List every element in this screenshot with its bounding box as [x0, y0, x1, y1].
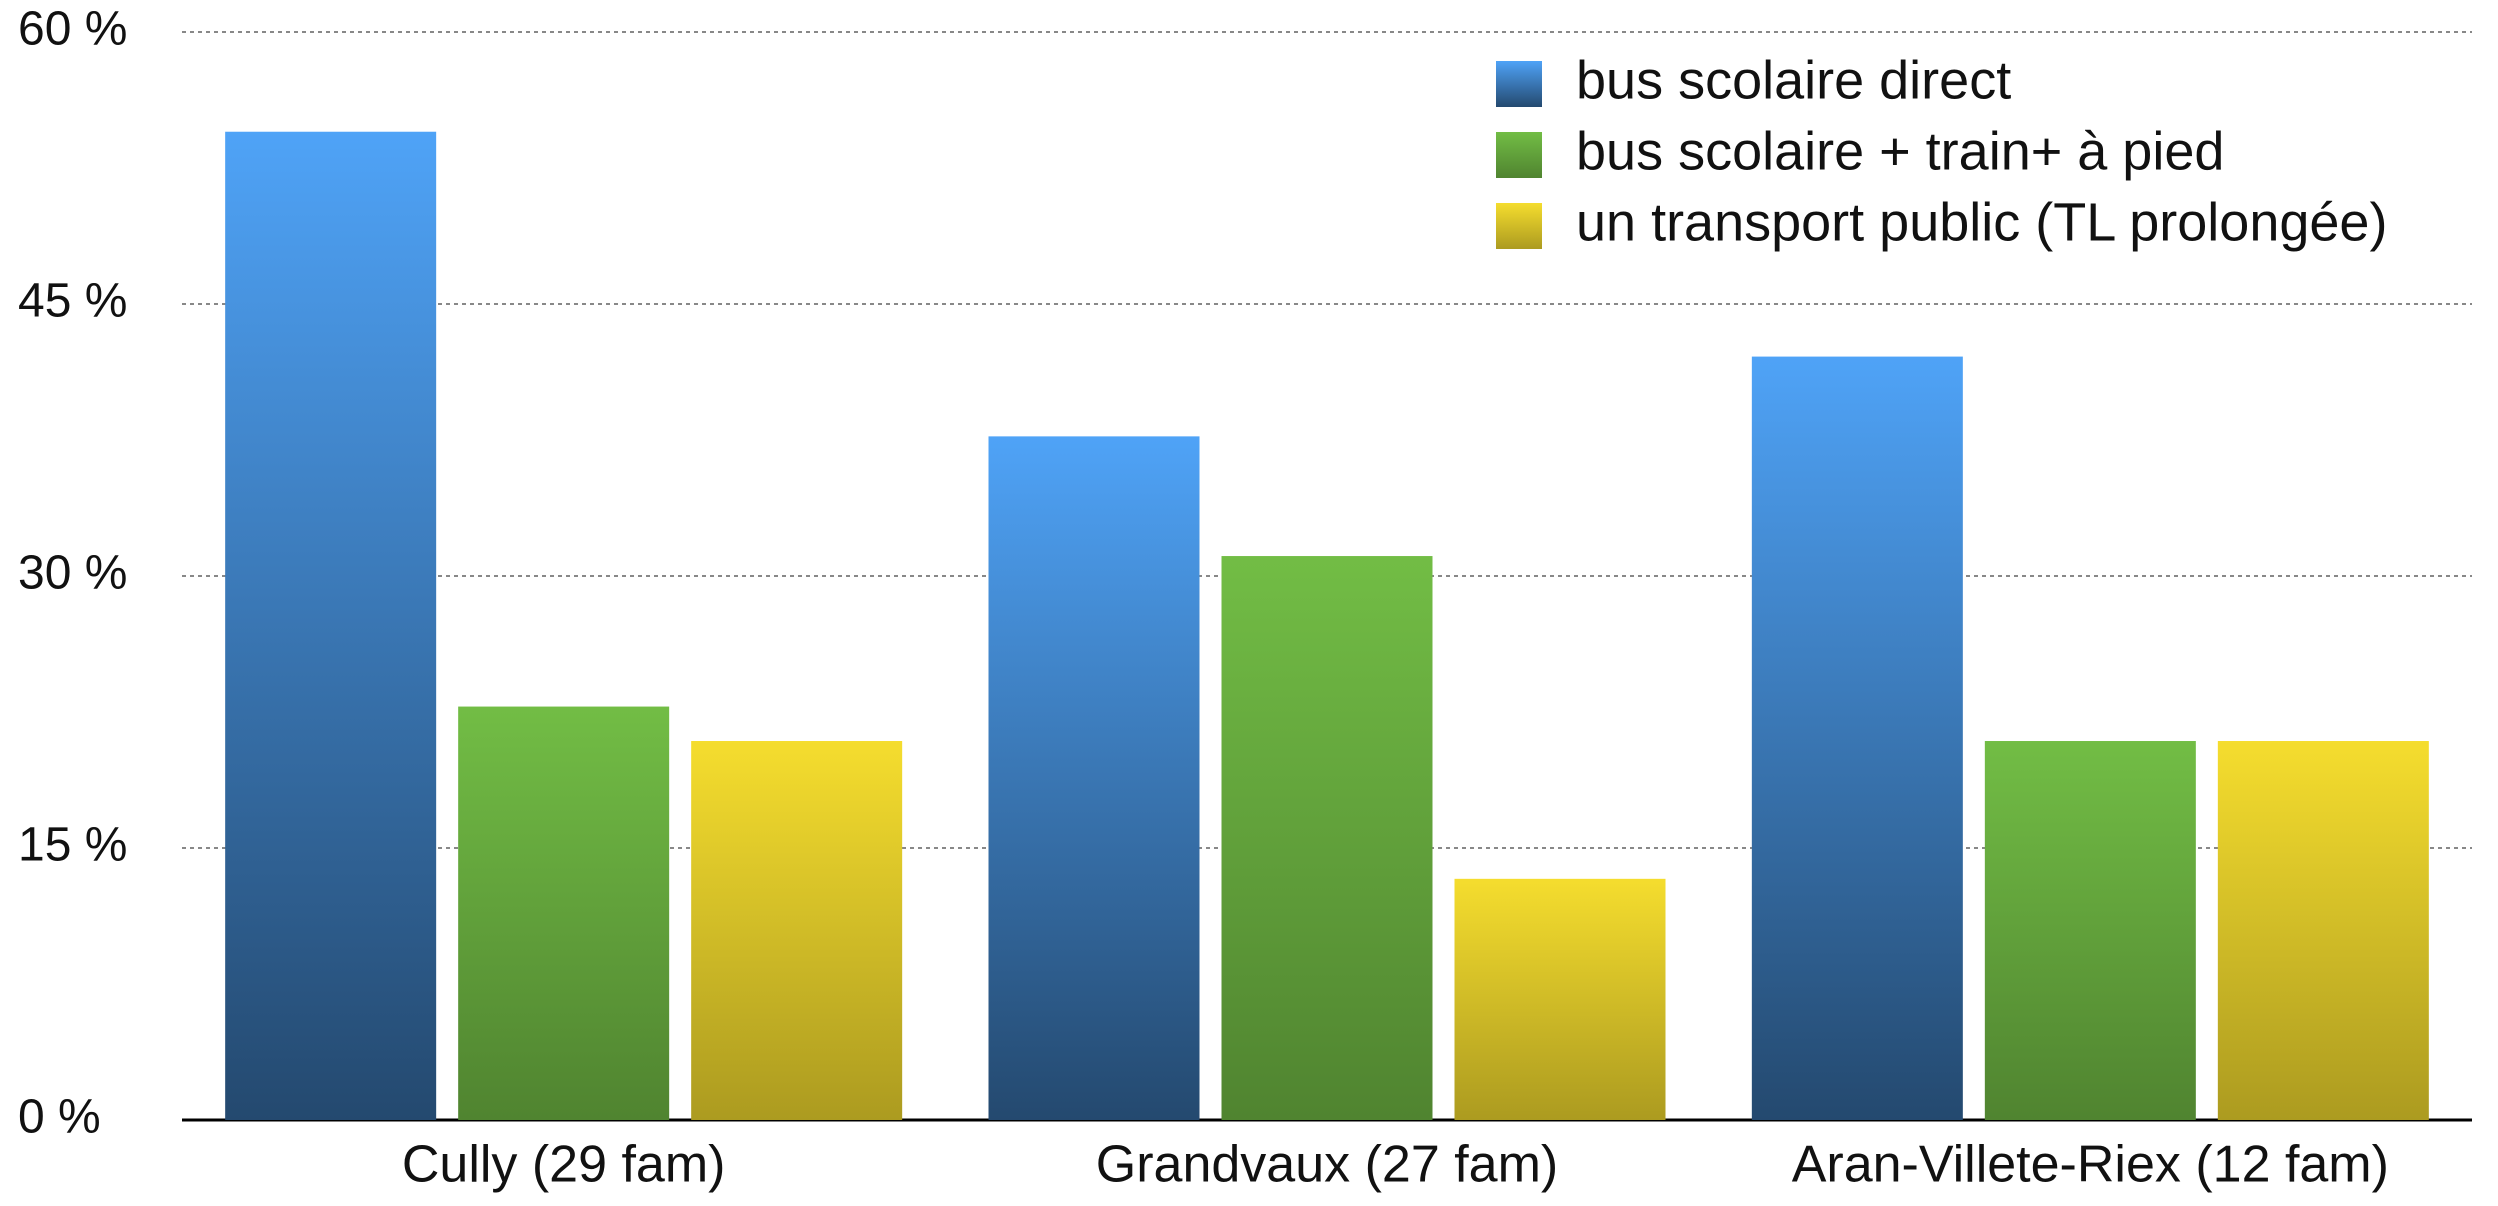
- legend-label: bus scolaire + train+ à pied: [1576, 121, 2224, 181]
- x-tick-label: Cully (29 fam): [402, 1136, 726, 1194]
- x-tick-label: Grandvaux (27 fam): [1096, 1136, 1558, 1194]
- legend-label: un transport public (TL prolongée): [1576, 192, 2387, 252]
- bar: [225, 131, 437, 1120]
- bar: [1751, 356, 1963, 1120]
- y-tick-label: 0 %: [18, 1091, 101, 1144]
- bar: [1454, 878, 1666, 1120]
- bar: [2217, 741, 2429, 1120]
- bar: [988, 436, 1200, 1121]
- legend-swatch: [1496, 132, 1542, 178]
- y-tick-label: 60 %: [18, 3, 127, 56]
- bar: [1984, 741, 2196, 1120]
- bar: [691, 741, 903, 1120]
- y-tick-label: 45 %: [18, 275, 127, 328]
- bar: [1221, 556, 1433, 1120]
- legend-label: bus scolaire direct: [1576, 50, 2011, 110]
- legend-swatch: [1496, 203, 1542, 249]
- bar: [458, 706, 670, 1120]
- x-tick-label: Aran-Villete-Riex (12 fam): [1792, 1136, 2389, 1194]
- y-tick-label: 15 %: [18, 819, 127, 872]
- legend-swatch: [1496, 61, 1542, 107]
- y-tick-label: 30 %: [18, 547, 127, 600]
